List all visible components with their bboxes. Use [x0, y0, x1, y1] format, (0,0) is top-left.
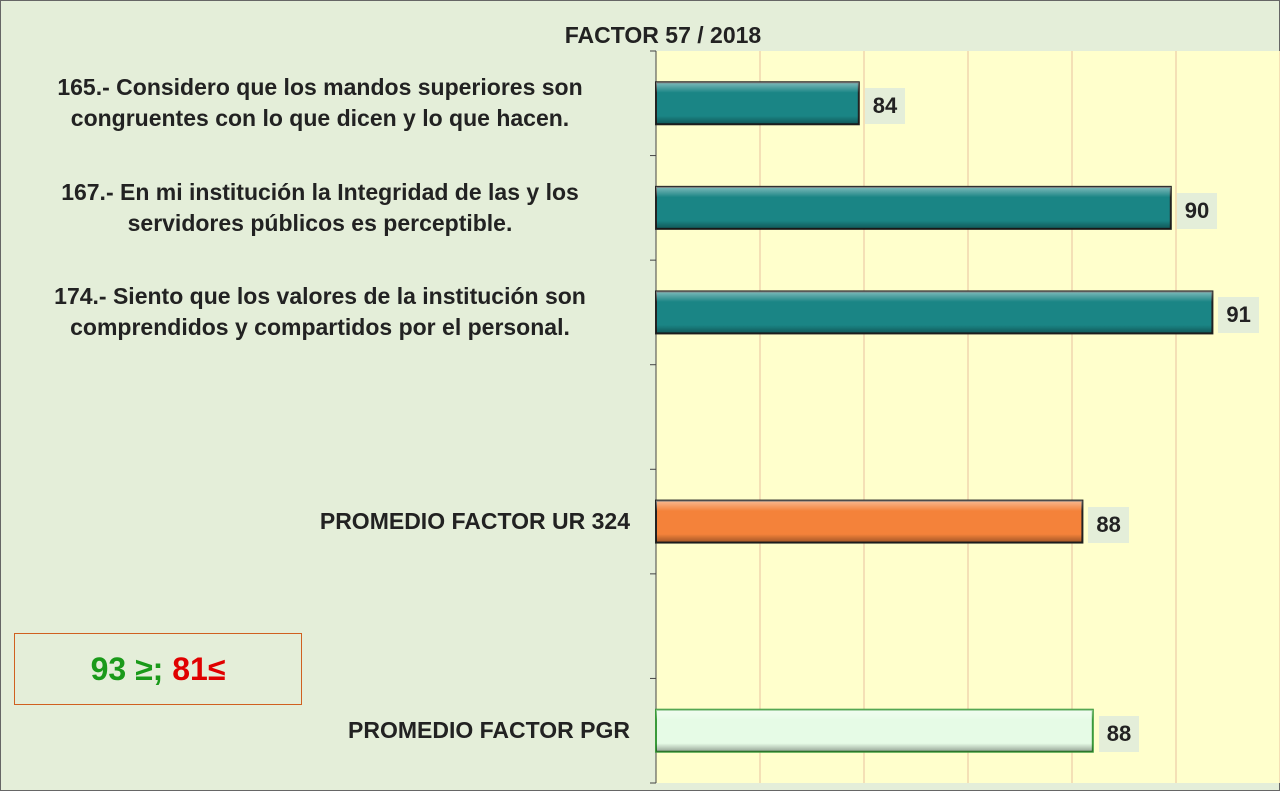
value-label: 84 [864, 88, 906, 125]
threshold-text: 93 ≥; [90, 650, 164, 687]
bar-shade [656, 82, 859, 125]
category-label-box: PROMEDIO FACTOR UR 324 [0, 472, 630, 572]
value-label: 88 [1098, 715, 1140, 752]
category-label: 174.- Siento que los valores de la insti… [54, 283, 586, 341]
value-label: 90 [1176, 192, 1218, 229]
value-label: 91 [1218, 297, 1259, 334]
threshold-box: 93 ≥; 81≤ [14, 633, 302, 705]
bar-shade [656, 500, 1083, 543]
category-label: 165.- Considero que los mandos superiore… [57, 74, 583, 132]
bar-shade [656, 186, 1171, 229]
category-label-box: PROMEDIO FACTOR PGR [0, 681, 630, 781]
chart-title: FACTOR 57 / 2018 [564, 22, 762, 48]
category-label-box: 174.- Siento que los valores de la insti… [0, 262, 630, 362]
category-label: PROMEDIO FACTOR PGR [348, 717, 630, 744]
category-label: PROMEDIO FACTOR UR 324 [319, 508, 630, 535]
bar-shade [656, 709, 1093, 752]
category-label: 167.- En mi institución la Integridad de… [61, 178, 579, 236]
value-label: 88 [1088, 506, 1129, 543]
category-label-box: 165.- Considero que los mandos superiore… [0, 53, 630, 153]
threshold-text: 81≤ [163, 650, 226, 687]
bar-shade [656, 291, 1213, 334]
category-label-box: 167.- En mi institución la Integridad de… [0, 158, 630, 258]
